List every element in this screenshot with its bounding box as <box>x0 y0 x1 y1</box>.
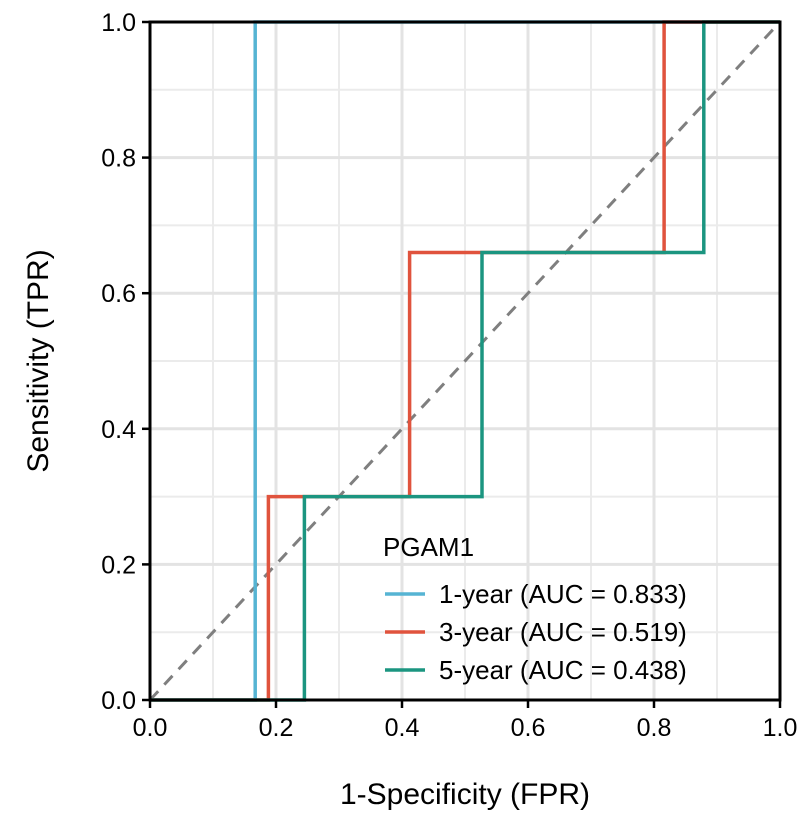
legend: PGAM1 1-year (AUC = 0.833) 3-year (AUC = … <box>383 532 687 685</box>
legend-label-series-3: 5-year (AUC = 0.438) <box>439 655 687 685</box>
legend-label-series-1: 1-year (AUC = 0.833) <box>439 579 687 609</box>
roc-curve-series-2 <box>150 20 780 702</box>
y-axis: 0.0 0.2 0.4 0.6 0.8 1.0 <box>101 9 150 715</box>
x-tick-label: 0.8 <box>637 714 672 742</box>
x-axis-title: 1-Specificity (FPR) <box>340 778 590 811</box>
x-tick-label: 1.0 <box>763 714 798 742</box>
y-tick-label: 0.8 <box>101 145 136 173</box>
y-tick-label: 0.4 <box>101 416 136 444</box>
legend-label-series-2: 3-year (AUC = 0.519) <box>439 617 687 647</box>
x-tick-label: 0.2 <box>259 714 294 742</box>
legend-title: PGAM1 <box>383 532 474 562</box>
x-tick-label: 0.0 <box>133 714 168 742</box>
y-tick-label: 0.2 <box>101 551 136 579</box>
roc-curve-series-3 <box>150 20 780 702</box>
x-axis: 0.0 0.2 0.4 0.6 0.8 1.0 <box>133 700 798 742</box>
y-tick-label: 0.6 <box>101 280 136 308</box>
y-axis-title: Sensitivity (TPR) <box>22 249 55 472</box>
x-tick-label: 0.4 <box>385 714 420 742</box>
y-tick-label: 1.0 <box>101 9 136 37</box>
y-tick-label: 0.0 <box>101 687 136 715</box>
plot-border <box>148 20 782 702</box>
x-tick-label: 0.6 <box>511 714 546 742</box>
